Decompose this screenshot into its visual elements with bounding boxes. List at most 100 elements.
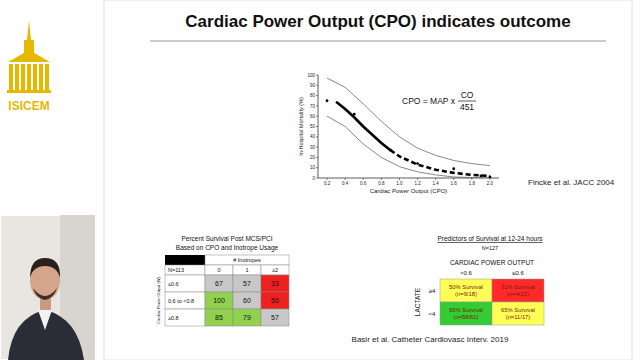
cell	[233, 275, 261, 292]
equation-denominator: 451	[460, 102, 474, 112]
y-tick-label: 70	[310, 104, 316, 109]
y-tick-label: 0	[312, 176, 315, 181]
cell	[205, 265, 233, 275]
plot-area	[326, 78, 492, 178]
confidence-band	[327, 78, 490, 166]
x-tick-label: 0.8	[378, 181, 385, 186]
x-tick-label: 1.0	[396, 181, 403, 186]
chart: 0.20.40.60.81.01.21.41.61.82.00102030405…	[298, 73, 499, 194]
cell	[492, 302, 544, 325]
logo-column	[27, 64, 31, 90]
x-tick	[399, 178, 400, 180]
sample-size: N=113	[168, 267, 184, 273]
y-tick-label: 50	[310, 124, 316, 129]
cell	[205, 309, 233, 326]
column-header: CARDIAC POWER OUTPUT	[450, 259, 534, 266]
predictor-table: Predictors of Survival at 12-24 hours N=1…	[414, 235, 544, 325]
y-tick	[316, 75, 318, 76]
x-tick-label: 0.4	[342, 181, 349, 186]
logo-roof	[8, 50, 50, 62]
row-header: LACTATE	[414, 287, 421, 316]
row-label: <4	[429, 311, 437, 317]
row-label: ≥0.8	[168, 315, 179, 321]
data-point	[416, 162, 419, 165]
y-tick	[316, 136, 318, 137]
cell-value: 67	[215, 280, 223, 287]
cell-text: (n=11/17)	[506, 314, 531, 320]
logo-spire	[27, 20, 31, 40]
brand: ISICEM	[8, 99, 49, 113]
row-label: 0.6 to <0.8	[168, 298, 194, 304]
x-tick-label: 1.8	[469, 181, 476, 186]
column-label: >0.6	[460, 270, 473, 276]
column-label: 1	[245, 267, 248, 273]
table-title: Predictors of Survival at 12-24 hours	[437, 235, 543, 242]
y-tick	[316, 157, 318, 158]
x-tick	[327, 178, 328, 180]
cell-value: 57	[243, 280, 251, 287]
slide-title: Cardiac Power Output (CPO) indicates out…	[185, 12, 570, 31]
x-tick	[381, 178, 382, 180]
citation: Basir et al. Catheter Cardiovasc Interv.…	[352, 335, 509, 344]
column-label: ≥2	[272, 267, 278, 273]
cell-value: 60	[243, 297, 251, 304]
slide-canvas: ISICEM Cardiac Power Output (CPO) indicat…	[0, 0, 640, 360]
header-cell	[205, 255, 289, 265]
y-tick	[316, 105, 318, 106]
data-point	[452, 167, 455, 170]
survival-table: Percent Survival Post MCS/PCI Based on CP…	[156, 235, 289, 326]
title-rule	[150, 41, 606, 42]
x-tick-label: 2.0	[487, 181, 494, 186]
cell-text: (n=4/13)	[507, 291, 529, 297]
cell	[261, 265, 289, 275]
cell-text: (n=9/18)	[455, 291, 477, 297]
x-tick	[363, 178, 364, 180]
y-tick-label: 40	[310, 134, 316, 139]
cell	[165, 265, 205, 275]
speaker-beard	[33, 288, 57, 300]
cell	[440, 302, 492, 325]
cell-text: 31% Survival	[501, 284, 535, 290]
fit-line	[390, 150, 490, 176]
y-tick	[316, 95, 318, 96]
speaker-hair	[30, 258, 60, 278]
column-header: # Inotropes	[233, 257, 261, 263]
speaker-video	[0, 215, 95, 360]
table-subtitle: N=127	[482, 245, 498, 251]
x-axis-label: Cardiac Power Output (CPO)	[370, 188, 448, 194]
x-tick	[435, 178, 436, 180]
table-title: Percent Survival Post MCS/PCI	[181, 235, 272, 242]
x-tick-label: 1.2	[414, 181, 421, 186]
equation-lhs: CPO = MAP x	[402, 96, 456, 106]
data-point	[480, 175, 483, 178]
y-tick-label: 90	[310, 83, 316, 88]
x-tick	[453, 178, 454, 180]
logo-column	[9, 64, 13, 90]
row-axis-label: Cardiac Power Output (W)	[156, 276, 161, 324]
logo-base	[7, 90, 51, 93]
fit-line	[336, 102, 390, 150]
data-point	[353, 113, 356, 116]
cell	[165, 309, 205, 326]
header-corner	[165, 255, 205, 265]
logo-column	[39, 64, 43, 90]
y-tick-label: 30	[310, 145, 316, 150]
cell	[233, 265, 261, 275]
cell	[261, 275, 289, 292]
y-tick-label: 20	[310, 155, 316, 160]
logo-column	[15, 64, 19, 90]
row-label: ≥4	[429, 288, 436, 294]
cell	[233, 309, 261, 326]
cell	[165, 292, 205, 309]
table-subtitle: Based on CPO and Inotrope Usage	[176, 244, 279, 252]
row-label: ≤0.6	[168, 281, 179, 287]
y-tick-label: 80	[310, 93, 316, 98]
cell	[440, 279, 492, 302]
column-label: 0	[217, 267, 220, 273]
confidence-band	[327, 116, 490, 178]
logo-column	[33, 64, 37, 90]
video-frame	[0, 215, 95, 360]
cell	[205, 275, 233, 292]
cell	[492, 279, 544, 302]
cell-text: 95% Survival	[449, 307, 483, 313]
